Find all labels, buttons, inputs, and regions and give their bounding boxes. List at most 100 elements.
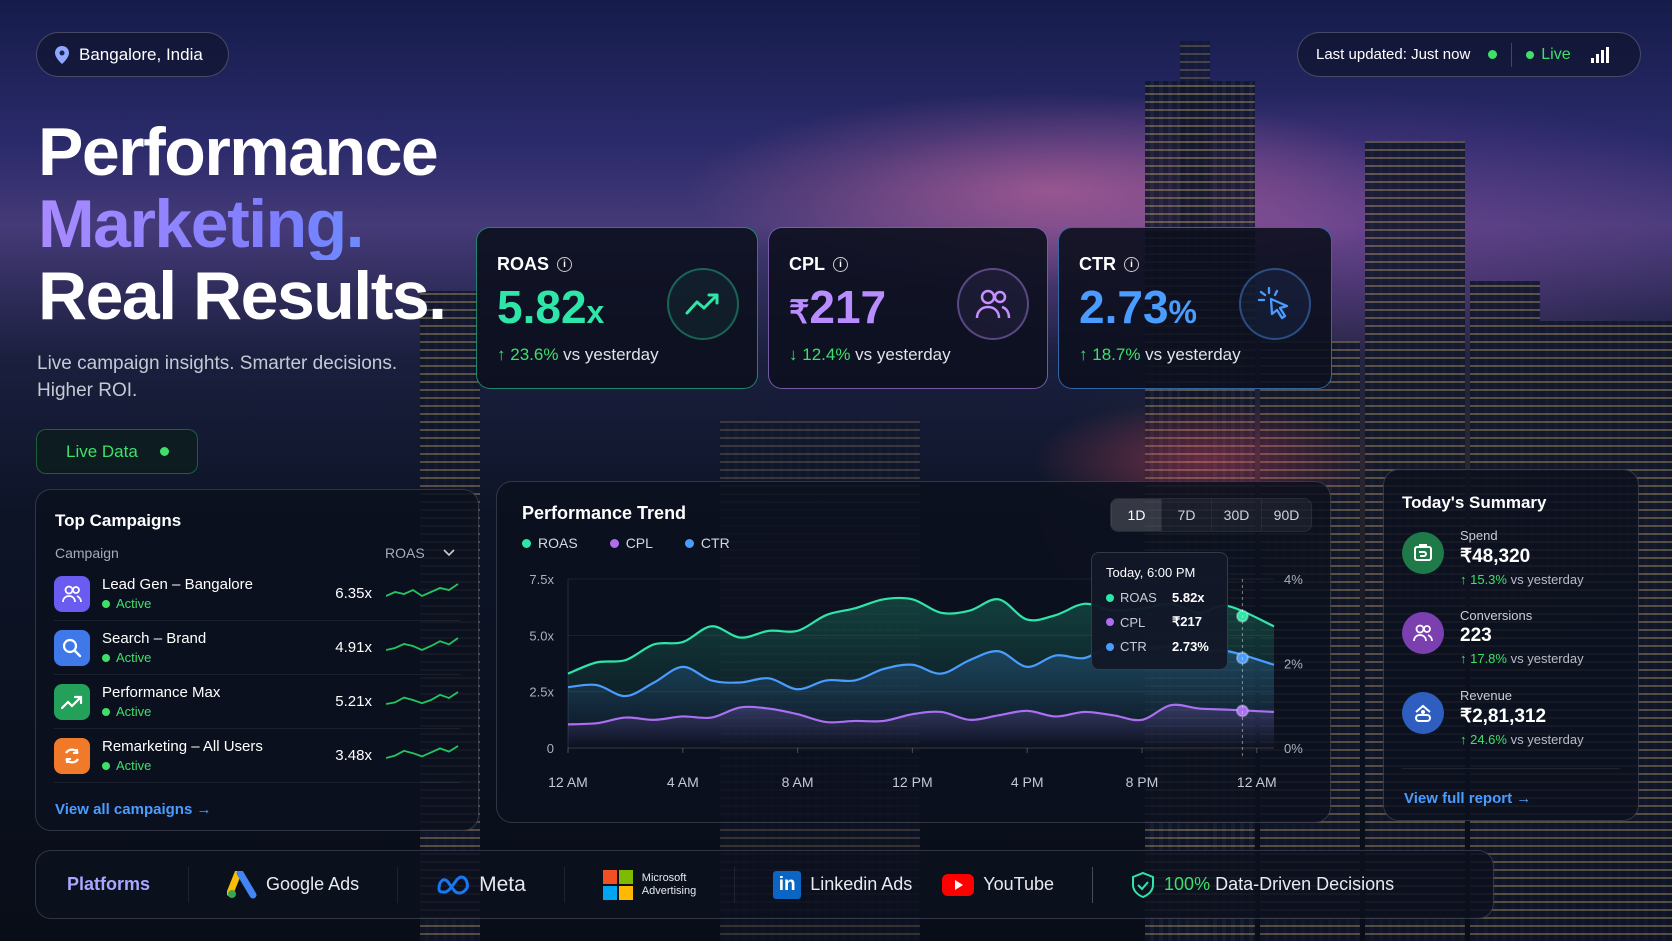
chart-title: Performance Trend: [522, 503, 687, 523]
campaign-row[interactable]: Performance Max Active 5.21x: [54, 675, 460, 729]
platform-meta[interactable]: Meta: [436, 873, 526, 897]
column-header-campaign: Campaign: [55, 545, 119, 561]
users-icon: [957, 268, 1029, 340]
timeframe-90d[interactable]: 90D: [1261, 499, 1311, 531]
chevron-down-icon: [443, 549, 455, 557]
series-area-ctr: [568, 644, 1274, 748]
platforms-bar: Platforms Google Ads Meta Microsoft Adver…: [35, 850, 1494, 919]
users-icon: [1402, 612, 1444, 654]
summary-label: Revenue: [1460, 688, 1513, 703]
x-tick-label: 12 AM: [1237, 774, 1277, 790]
location-pill[interactable]: Bangalore, India: [36, 32, 229, 77]
youtube-icon: [942, 873, 975, 896]
map-pin-icon: [55, 45, 69, 64]
campaign-row[interactable]: Lead Gen – Bangalore Active 6.35x: [54, 567, 460, 621]
info-icon[interactable]: i: [833, 257, 848, 272]
summary-item-revenue: Revenue ₹2,81,312 ↑ 24.6% vs yesterday: [1402, 688, 1584, 747]
kpi-label: CTR: [1079, 254, 1116, 274]
shield-check-icon: [1132, 871, 1155, 898]
legend-ctr: CTR: [684, 535, 730, 551]
summary-item-spend: Spend ₹48,320 ↑ 15.3% vs yesterday: [1402, 528, 1584, 587]
kpi-value: ₹217: [789, 281, 887, 333]
trend-up-icon: [54, 683, 90, 720]
platform-youtube[interactable]: YouTube: [942, 873, 1055, 896]
platform-google-ads[interactable]: Google Ads: [227, 870, 360, 899]
hero-subtitle: Live campaign insights. Smarter decision…: [37, 350, 397, 404]
metric-dropdown-label: ROAS: [385, 545, 425, 561]
legend-roas: ROAS: [522, 535, 578, 551]
platforms-label: Platforms: [67, 874, 151, 894]
top-campaigns-card: Top Campaigns Campaign ROAS Lead Gen – B…: [35, 489, 479, 831]
metric-dropdown[interactable]: ROAS: [385, 545, 455, 561]
campaign-roas: 3.48x: [335, 747, 372, 764]
summary-value: ₹2,81,312: [1460, 706, 1547, 727]
legend-cpl: CPL: [609, 535, 653, 551]
live-dot-icon: [1526, 50, 1535, 59]
sparkline: [386, 744, 459, 759]
timeframe-30d[interactable]: 30D: [1211, 499, 1261, 531]
campaign-roas: 4.91x: [335, 639, 372, 656]
live-dot-icon: [159, 447, 169, 456]
view-all-campaigns-link[interactable]: View all campaigns →: [55, 801, 212, 818]
platform-name: Microsoft Advertising: [641, 871, 697, 897]
platform-name: YouTube: [983, 874, 1055, 894]
x-tick-label: 4 AM: [667, 774, 699, 790]
campaign-name: Performance Max: [102, 684, 221, 701]
card-title: Today's Summary: [1402, 493, 1547, 512]
view-full-report-link[interactable]: View full report →: [1404, 790, 1532, 807]
performance-trend-card: Performance Trend 1D 7D 30D 90D ROAS CPL CTR …: [496, 481, 1331, 823]
headline-line-2: Marketing.: [38, 188, 446, 260]
summary-change: ↑ 24.6% vs yesterday: [1460, 732, 1584, 747]
y-right-tick-label: 4%: [1284, 572, 1303, 587]
platform-name: Google Ads: [266, 874, 360, 894]
live-label: Live: [1541, 45, 1571, 63]
info-icon[interactable]: i: [1124, 257, 1139, 272]
campaign-name: Lead Gen – Bangalore: [102, 576, 253, 593]
sparkline: [386, 582, 459, 597]
summary-label: Conversions: [1460, 608, 1533, 623]
summary-item-conversions: Conversions 223 ↑ 17.8% vs yesterday: [1402, 608, 1584, 666]
timeframe-7d[interactable]: 7D: [1161, 499, 1211, 531]
timeframe-1d[interactable]: 1D: [1111, 499, 1161, 531]
kpi-card-ctr[interactable]: CTR i 2.73% ↑ 18.7% vs yesterday: [1058, 227, 1332, 389]
subtitle-line-1: Live campaign insights. Smarter decision…: [37, 353, 398, 374]
x-tick-label: 4 PM: [1011, 774, 1044, 790]
signal-bars-icon: [1590, 46, 1609, 63]
y-tick-label: 5.0x: [529, 628, 554, 643]
todays-summary-card: Today's Summary Spend ₹48,320 ↑ 15.3% vs…: [1383, 469, 1639, 821]
kpi-value: 2.73%: [1079, 281, 1197, 333]
summary-value: ₹48,320: [1460, 546, 1531, 567]
platform-microsoft-advertising[interactable]: Microsoft Advertising: [602, 869, 697, 900]
update-dot-icon: [1488, 50, 1498, 59]
trend-up-icon: [667, 268, 739, 340]
kpi-card-cpl[interactable]: CPL i ₹217 ↓ 12.4% vs yesterday: [768, 227, 1048, 389]
tooltip-row-ctr: CTR 2.73%: [1106, 639, 1213, 654]
x-tick-label: 8 PM: [1126, 774, 1159, 790]
location-label: Bangalore, India: [79, 44, 203, 64]
revenue-icon: [1402, 692, 1444, 734]
wallet-icon: [1402, 532, 1444, 574]
info-icon[interactable]: i: [557, 257, 573, 272]
y-tick-label: 2.5x: [529, 685, 554, 700]
summary-change: ↑ 15.3% vs yesterday: [1460, 572, 1584, 587]
kpi-label: ROAS: [497, 254, 550, 274]
x-tick-label: 8 AM: [782, 774, 814, 790]
y-right-tick-label: 0%: [1284, 741, 1303, 756]
kpi-card-roas[interactable]: ROAS i 5.82x ↑ 23.6% vs yesterday: [476, 227, 758, 389]
kpi-label: CPL: [789, 254, 825, 274]
card-title: Top Campaigns: [55, 511, 182, 530]
campaign-row[interactable]: Search – Brand Active 4.91x: [54, 621, 460, 675]
platform-linkedin-ads[interactable]: in Linkedin Ads: [773, 870, 912, 899]
sparkline: [386, 690, 459, 705]
subtitle-line-2: Higher ROI.: [37, 380, 138, 401]
live-data-button[interactable]: Live Data: [36, 429, 198, 474]
campaign-name: Remarketing – All Users: [102, 738, 263, 755]
summary-label: Spend: [1460, 528, 1498, 543]
kpi-change: ↑ 18.7% vs yesterday: [1079, 345, 1241, 364]
y-tick-label: 7.5x: [529, 572, 554, 587]
search-icon: [54, 629, 90, 666]
campaign-row[interactable]: Remarketing – All Users Active 3.48x: [54, 729, 460, 783]
cursor-click-icon: [1239, 268, 1311, 340]
tooltip-marker-ctr: [1235, 651, 1249, 665]
x-tick-label: 12 PM: [892, 774, 932, 790]
